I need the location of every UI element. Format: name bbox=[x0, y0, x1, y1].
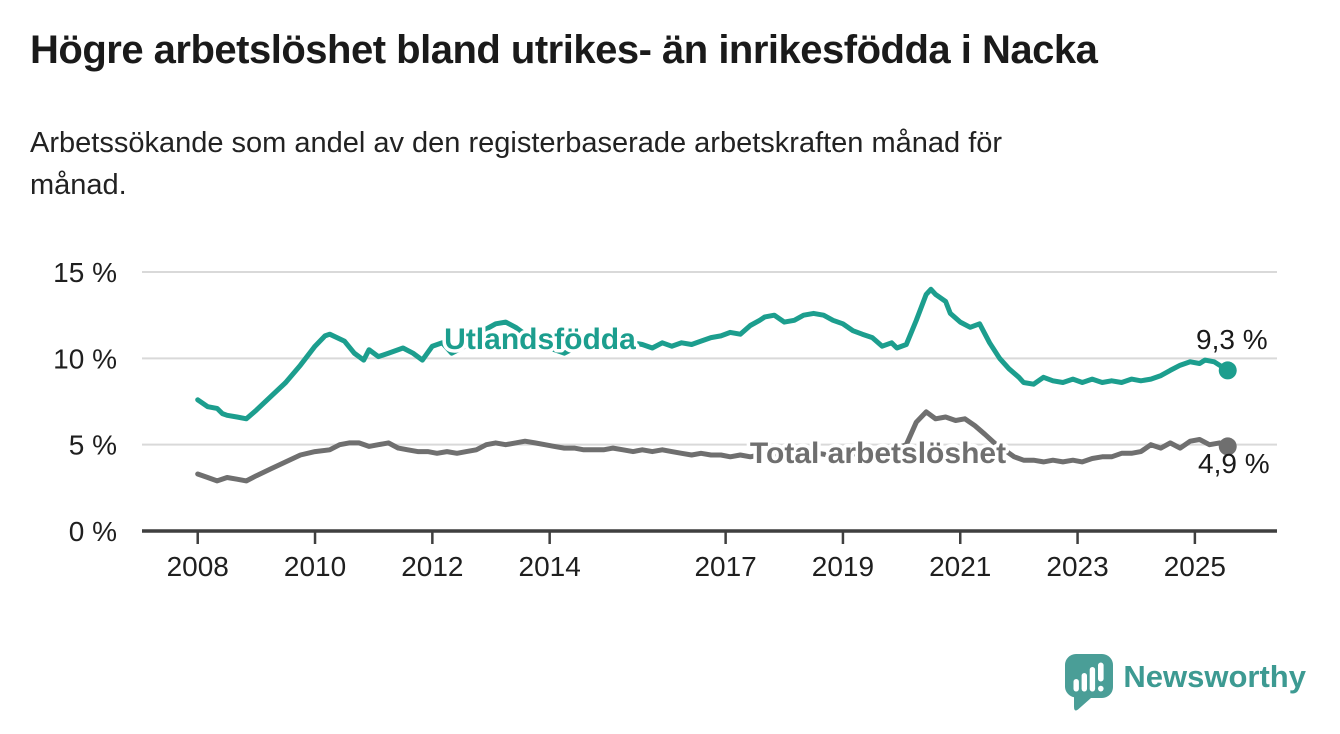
x-axis-label-2008: 2008 bbox=[167, 551, 229, 582]
chart-subtitle-line-2: månad. bbox=[30, 169, 127, 201]
x-axis-label-2019: 2019 bbox=[812, 551, 874, 582]
end-value-label-utlandsfodda: 9,3 % bbox=[1196, 324, 1268, 355]
end-value-label-total: 4,9 % bbox=[1198, 448, 1270, 479]
x-axis-label-2014: 2014 bbox=[519, 551, 581, 582]
series-line-total-arbetsl-shet bbox=[195, 409, 1231, 484]
y-axis-label-15: 15 % bbox=[53, 257, 117, 288]
y-axis-label-10: 10 % bbox=[53, 343, 117, 374]
logo-bar-small bbox=[1073, 679, 1080, 692]
logo-exclamation-dot bbox=[1098, 685, 1104, 692]
y-axis-label-0: 0 % bbox=[69, 516, 117, 547]
x-axis-label-2010: 2010 bbox=[284, 551, 346, 582]
logo-exclamation-stem bbox=[1098, 662, 1104, 682]
chart-subtitle: Arbetssökande som andel av den registerb… bbox=[30, 122, 1002, 206]
newsworthy-wordmark: Newsworthy bbox=[1123, 659, 1306, 694]
series-line-utlandsf-dda bbox=[195, 286, 1231, 422]
x-axis-label-2025: 2025 bbox=[1164, 551, 1226, 582]
chart-subtitle-line-1: Arbetssökande som andel av den registerb… bbox=[30, 127, 1003, 159]
series-end-dot-total-arbetsl-shet bbox=[1218, 437, 1237, 456]
x-axis-label-2023: 2023 bbox=[1046, 551, 1108, 582]
logo-bar-large bbox=[1090, 667, 1096, 692]
logo-bar-medium bbox=[1081, 673, 1088, 692]
x-axis-label-2017: 2017 bbox=[694, 551, 756, 582]
chart-title: Högre arbetslöshet bland utrikes- än inr… bbox=[30, 28, 1098, 72]
newsworthy-icon bbox=[1065, 654, 1114, 711]
y-axis-label-5: 5 % bbox=[69, 430, 117, 461]
grid-layer bbox=[142, 271, 1277, 446]
speech-bubble-shape bbox=[1065, 654, 1114, 711]
x-axis-label-2012: 2012 bbox=[401, 551, 463, 582]
label-layer: Utlandsfödda Total arbetslöshet 9,3 % 4,… bbox=[441, 320, 1270, 480]
axis-layer: 0 % 5 % 10 % 15 % 2008 2010 2012 2014 2017 2019 20… bbox=[53, 257, 1277, 582]
series-label-utlandsfodda: Utlandsfödda bbox=[444, 323, 636, 356]
series-layer bbox=[195, 286, 1237, 484]
x-axis-label-2021: 2021 bbox=[929, 551, 991, 582]
series-end-dot-utlandsf-dda bbox=[1218, 361, 1237, 380]
newsworthy-logo: Newsworthy bbox=[1065, 654, 1306, 712]
series-label-total-arbetsloshet: Total arbetslöshet bbox=[750, 437, 1006, 470]
